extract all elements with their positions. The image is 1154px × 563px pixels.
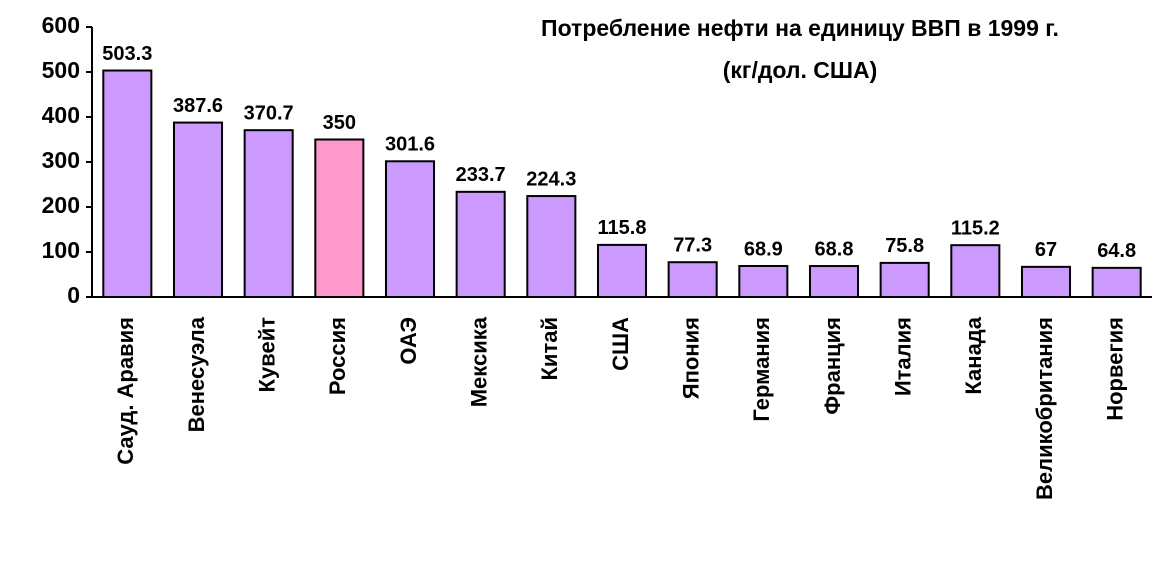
bar — [1020, 265, 1072, 299]
value-label: 64.8 — [1097, 240, 1136, 262]
x-tick-label: Норвегия — [1102, 317, 1127, 421]
bar — [243, 129, 294, 298]
bar — [455, 190, 506, 299]
value-label: 75.8 — [885, 235, 924, 257]
y-tick-label: 300 — [42, 147, 80, 173]
y-tick-label: 400 — [42, 102, 80, 128]
x-tick-label: Кувейт — [254, 317, 279, 393]
bar — [879, 261, 930, 299]
y-tick-label: 200 — [42, 192, 80, 218]
chart-subtitle: (кг/дол. США) — [723, 57, 878, 83]
bar — [950, 244, 1001, 299]
value-label: 233.7 — [456, 164, 506, 186]
x-tick-label: Россия — [325, 317, 350, 395]
value-label: 77.3 — [673, 234, 712, 256]
value-label: 370.7 — [244, 102, 294, 124]
chart-title: Потребление нефти на единицу ВВП в 1999 … — [541, 15, 1059, 41]
value-label: 68.8 — [815, 238, 854, 260]
value-label: 68.9 — [744, 238, 783, 260]
value-label: 224.3 — [526, 168, 576, 190]
bar — [384, 160, 436, 298]
value-label: 115.2 — [951, 217, 1000, 239]
x-tick-label: ОАЭ — [396, 317, 421, 365]
value-label: 301.6 — [385, 134, 435, 156]
x-tick-label: Сауд. Аравия — [113, 317, 138, 465]
bar — [738, 264, 789, 298]
x-tick-label: Япония — [678, 317, 703, 399]
x-tick-label: Франция — [820, 317, 845, 415]
bar — [102, 69, 153, 298]
y-tick-label: 100 — [42, 237, 80, 263]
x-tick-label: Италия — [890, 317, 915, 396]
bar — [314, 138, 365, 298]
value-label: 387.6 — [173, 95, 223, 117]
bar — [1091, 266, 1142, 298]
x-tick-label: Мексика — [466, 316, 491, 407]
bar — [667, 261, 718, 298]
value-label: 350 — [323, 112, 356, 134]
x-tick-label: Китай — [537, 317, 562, 381]
x-tick-label: Канада — [961, 316, 986, 394]
x-tick-label: США — [608, 317, 633, 371]
x-tick-label: Венесуэла — [184, 316, 209, 432]
value-label: 503.3 — [102, 43, 152, 65]
value-label: 115.8 — [598, 217, 647, 239]
x-tick-label: Германия — [749, 317, 774, 422]
bar — [172, 121, 224, 298]
bar — [526, 195, 577, 298]
y-tick-label: 0 — [67, 282, 80, 308]
bar — [596, 243, 648, 298]
bar — [808, 265, 860, 299]
value-label: 67 — [1035, 239, 1057, 261]
y-tick-label: 500 — [42, 57, 80, 83]
x-tick-label: Великобритания — [1032, 317, 1057, 500]
y-tick-label: 600 — [42, 12, 80, 38]
